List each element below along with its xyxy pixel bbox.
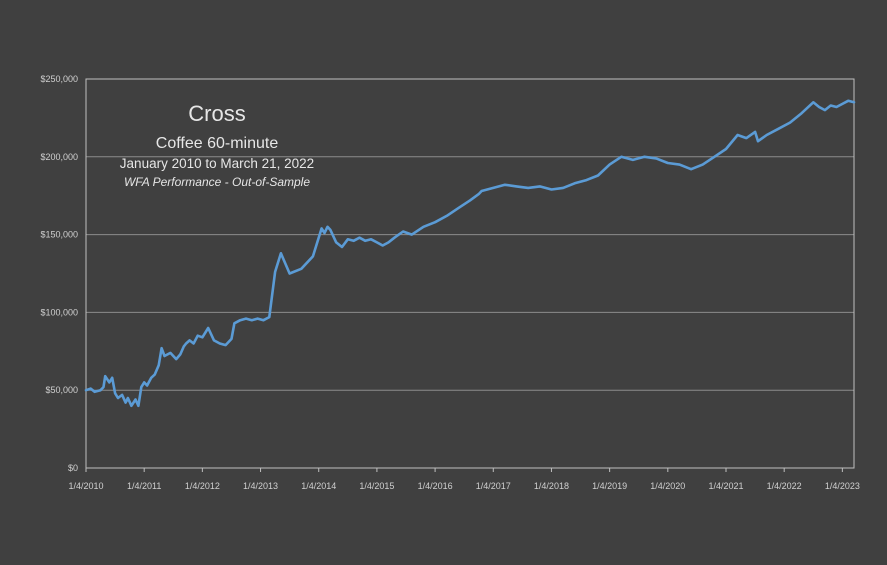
x-tick-label: 1/4/2012	[185, 481, 220, 491]
x-tick-label: 1/4/2018	[534, 481, 569, 491]
x-tick-label: 1/4/2021	[708, 481, 743, 491]
y-tick-label: $50,000	[45, 385, 78, 395]
x-tick-label: 1/4/2013	[243, 481, 278, 491]
y-tick-label: $0	[68, 463, 78, 473]
y-axis: $0 $50,000 $100,000 $150,000 $200,000 $250,00…	[40, 74, 78, 473]
x-tick-label: 1/4/2016	[418, 481, 453, 491]
chart-title: Cross	[188, 101, 245, 126]
chart-note: WFA Performance - Out-of-Sample	[124, 175, 310, 189]
x-tick-label: 1/4/2015	[359, 481, 394, 491]
x-tick-label: 1/4/2022	[767, 481, 802, 491]
x-tick-label: 1/4/2011	[127, 481, 161, 491]
y-tick-label: $150,000	[40, 230, 78, 240]
x-axis: 1/4/2010 1/4/2011 1/4/2012 1/4/2013 1/4/2014…	[68, 468, 860, 491]
chart-subtitle: Coffee 60-minute	[156, 135, 279, 152]
series-layer	[84, 99, 856, 408]
plot-frame	[85, 78, 855, 469]
x-tick-label: 1/4/2019	[592, 481, 627, 491]
y-tick-label: $200,000	[40, 152, 78, 162]
x-tick-label: 1/4/2020	[650, 481, 685, 491]
equity-line-series-0	[84, 99, 856, 408]
x-tick-label: 1/4/2010	[68, 481, 103, 491]
y-tick-label: $250,000	[40, 74, 78, 84]
x-tick-label: 1/4/2014	[301, 481, 336, 491]
gridlines	[86, 156, 854, 391]
y-tick-label: $100,000	[40, 307, 78, 317]
x-tick-label: 1/4/2023	[825, 481, 860, 491]
chart-date-range: January 2010 to March 21, 2022	[120, 156, 314, 171]
x-tick-label: 1/4/2017	[476, 481, 511, 491]
